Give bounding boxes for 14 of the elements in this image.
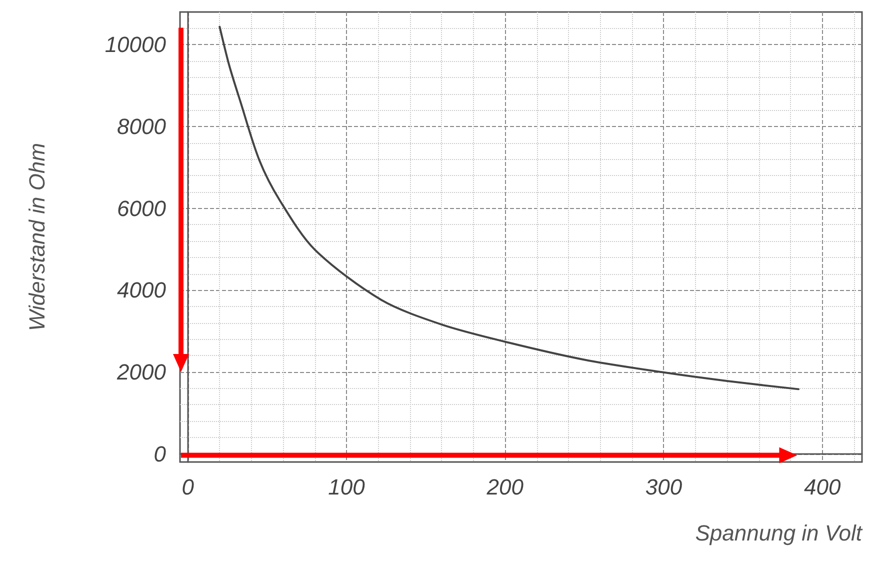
line-series [218,26,800,390]
y-axis-title: Widerstand in Ohm [24,142,50,332]
x-tick-label: 300 [645,474,683,500]
x-tick-label: 400 [804,474,842,500]
y-tick-label: 10000 [104,32,167,58]
y-tick-label: 8000 [117,114,167,140]
x-tick-label: 200 [486,474,524,500]
x-axis-title: Spannung in Volt [695,520,863,546]
y-tick-label: 2000 [116,360,167,384]
y-tick-label: 6000 [117,196,167,221]
x-tick-label: 0 [182,474,195,500]
y-tick-label: 4000 [117,278,167,303]
x-tick-label: 100 [328,474,366,500]
y-tick-label: 0 [154,441,167,466]
